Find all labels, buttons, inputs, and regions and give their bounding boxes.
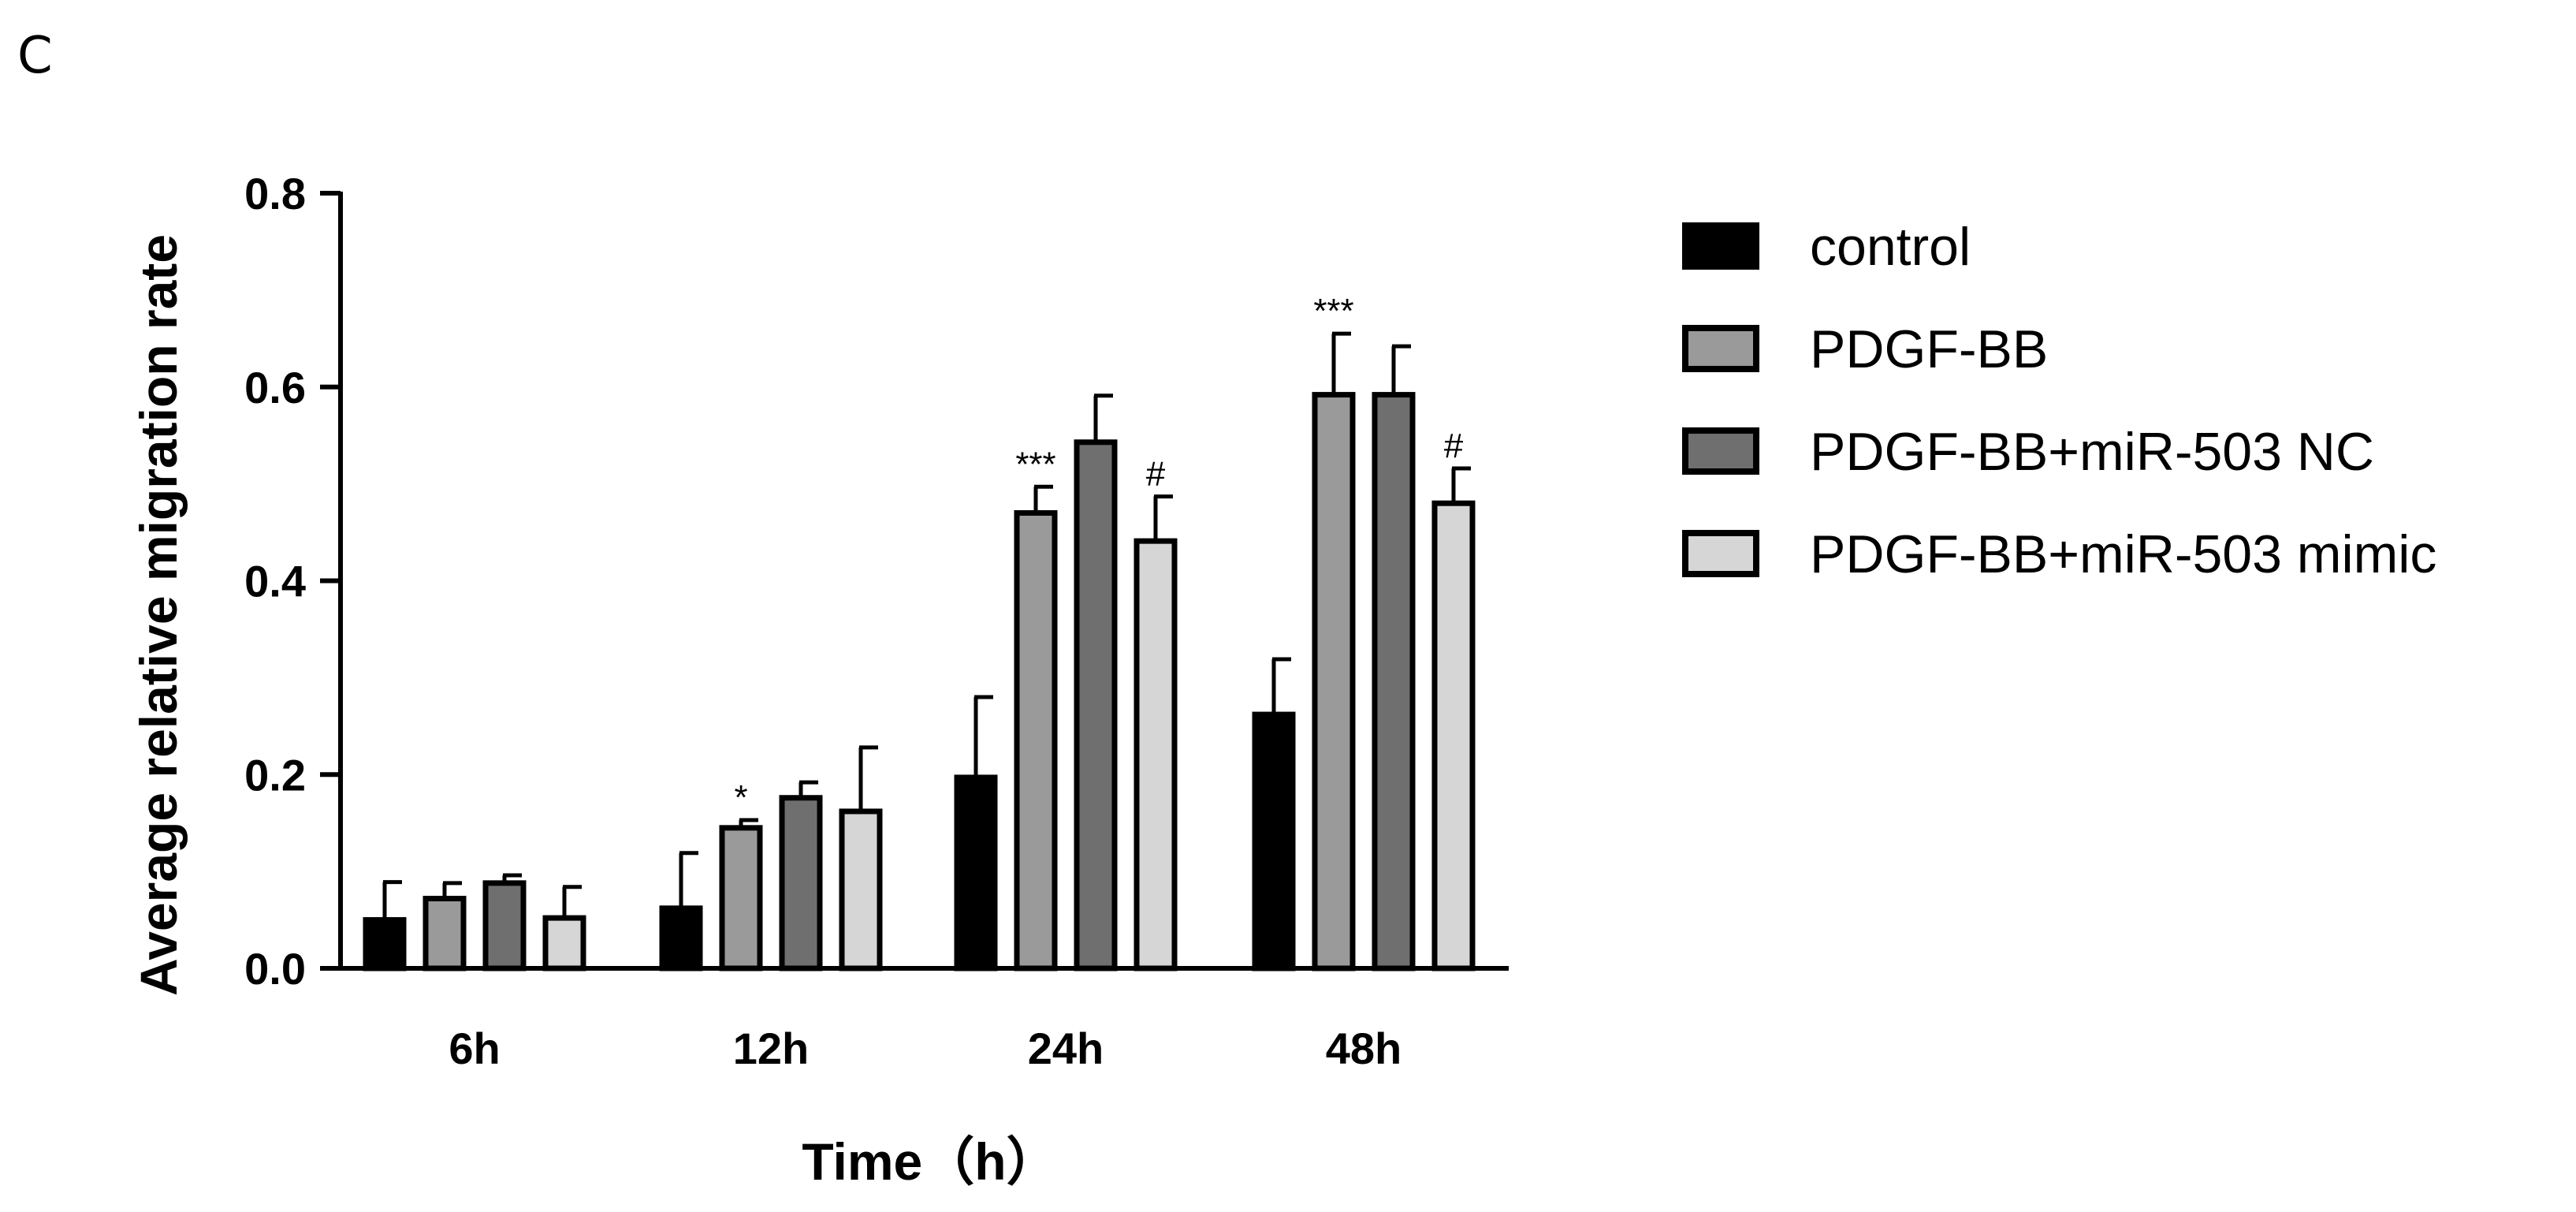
bar: [659, 905, 703, 971]
bar: [423, 896, 467, 971]
bar: [363, 917, 407, 971]
bar: [1431, 500, 1476, 971]
bar: [779, 795, 823, 971]
legend-label: PDGF-BB: [1810, 319, 2048, 379]
x-tick-label: 24h: [1028, 1024, 1104, 1073]
bar: [542, 915, 586, 971]
y-tick-label: 0.0: [244, 944, 306, 994]
bar: [1074, 439, 1118, 971]
bar: [1252, 711, 1296, 971]
bar: [1134, 538, 1178, 971]
x-tick-label: 48h: [1326, 1024, 1402, 1073]
legend-swatch: [1682, 325, 1759, 372]
axes: 0.0 0.2 0.4 0.6 0.8 6h 12h 24h 48h: [244, 169, 1509, 1073]
y-tick-label: 0.2: [244, 750, 306, 800]
x-tick-label: 12h: [733, 1024, 810, 1073]
significance-mark: *: [734, 778, 747, 817]
bar: [954, 774, 998, 971]
y-axis-title: Average relative migration rate: [129, 234, 188, 996]
y-tick-label: 0.6: [244, 363, 306, 412]
bar: [1312, 392, 1356, 971]
panel-label: C: [17, 27, 53, 85]
legend-swatch: [1682, 427, 1759, 475]
significance-mark: #: [1146, 455, 1166, 494]
y-tick-label: 0.4: [244, 557, 306, 606]
legend-swatch: [1682, 530, 1759, 577]
significance-mark: ***: [1015, 445, 1055, 483]
x-tick-label: 6h: [449, 1024, 500, 1073]
legend: control PDGF-BB PDGF-BB+miR-503 NC PDGF-BB+…: [1682, 217, 2436, 584]
legend-swatch: [1682, 222, 1759, 270]
legend-label: PDGF-BB+miR-503 mimic: [1810, 524, 2436, 584]
bar: [839, 808, 883, 971]
x-axis-title: Time（h）: [802, 1132, 1058, 1191]
bar: [1014, 509, 1058, 971]
bar: [1372, 392, 1416, 971]
legend-label: PDGF-BB+miR-503 NC: [1810, 422, 2374, 482]
bar: [482, 880, 527, 971]
bars: **** #***#: [363, 292, 1476, 971]
significance-mark: ***: [1313, 292, 1353, 330]
bar: [719, 825, 763, 971]
y-tick-label: 0.8: [244, 169, 306, 218]
legend-label: control: [1810, 217, 1971, 277]
significance-mark: #: [1444, 427, 1464, 465]
